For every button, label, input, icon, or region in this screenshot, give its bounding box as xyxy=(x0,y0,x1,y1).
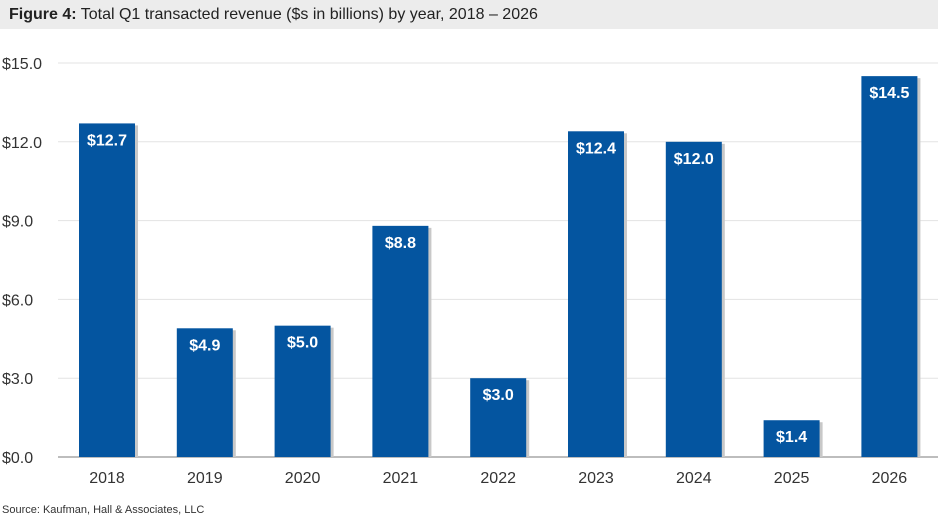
data-label: $4.9 xyxy=(189,337,220,354)
x-tick-label: 2022 xyxy=(480,470,516,487)
bar xyxy=(470,378,527,457)
x-tick-label: 2021 xyxy=(383,470,419,487)
title-bar: Figure 4: Total Q1 transacted revenue ($… xyxy=(0,0,938,29)
x-tick-label: 2020 xyxy=(285,470,321,487)
x-tick-label: 2019 xyxy=(187,470,223,487)
x-tick-label: 2023 xyxy=(578,470,614,487)
data-label: $1.4 xyxy=(776,429,807,446)
x-tick-label: 2018 xyxy=(89,470,125,487)
y-tick-label: $9.0 xyxy=(2,214,33,231)
source-note: Source: Kaufman, Hall & Associates, LLC xyxy=(2,504,205,516)
data-label: $3.0 xyxy=(483,387,514,404)
chart-title: Figure 4: Total Q1 transacted revenue ($… xyxy=(9,6,538,24)
data-label: $5.0 xyxy=(287,335,318,352)
x-tick-label: 2026 xyxy=(872,470,908,487)
x-tick-label: 2024 xyxy=(676,470,712,487)
bar xyxy=(372,225,429,457)
bar xyxy=(665,141,722,458)
data-label: $14.5 xyxy=(869,85,909,102)
bar-chart: $0.0 $3.0 $6.0 $9.0 $12.0 $15.0 $12.7 2018 $4.9 2… xyxy=(2,56,938,487)
bar xyxy=(274,325,331,457)
bar xyxy=(763,420,820,457)
data-label: $8.8 xyxy=(385,235,416,252)
y-tick-label: $12.0 xyxy=(2,135,42,152)
data-label: $12.0 xyxy=(674,151,714,168)
data-label: $12.4 xyxy=(576,140,616,157)
data-label: $12.7 xyxy=(87,132,127,149)
title-text: Total Q1 transacted revenue ($s in billi… xyxy=(80,6,538,23)
bar xyxy=(568,131,624,457)
y-tick-label: $3.0 xyxy=(2,371,33,388)
bar xyxy=(861,76,918,457)
figure-number: Figure 4: xyxy=(9,6,77,23)
bar xyxy=(79,123,135,457)
y-tick-label: $15.0 xyxy=(2,56,42,73)
x-tick-label: 2025 xyxy=(774,470,810,487)
y-tick-label: $6.0 xyxy=(2,292,33,309)
y-tick-label: $0.0 xyxy=(2,450,33,467)
bar xyxy=(176,328,233,457)
